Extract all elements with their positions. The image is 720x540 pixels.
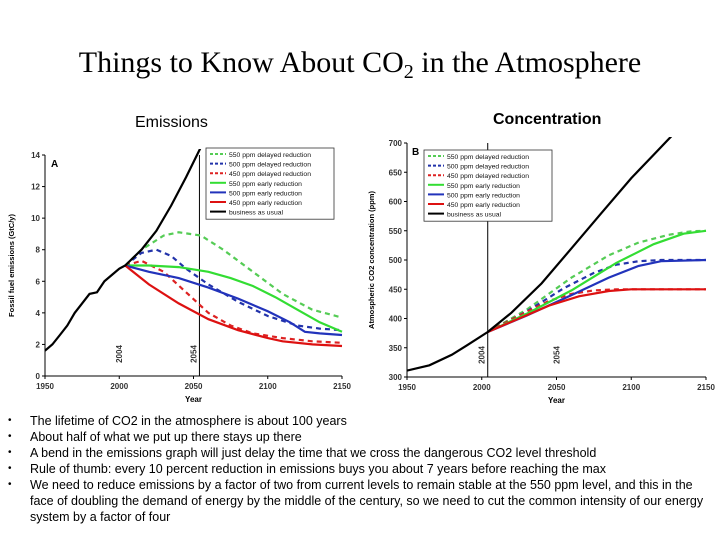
x-axis-label: Year: [548, 396, 565, 405]
y-axis-label: Fossil fuel emissions (GtC/y): [7, 214, 16, 317]
legend-entry: 450 ppm early reduction: [229, 200, 302, 207]
series-line-3: [487, 229, 707, 333]
series-group: [45, 149, 343, 352]
concentration-label: Concentration: [493, 111, 602, 128]
x-tick-label: 2000: [110, 382, 128, 391]
legend-entry: 450 ppm delayed reduction: [229, 171, 311, 178]
panel-letter: B: [412, 147, 419, 158]
year-annotation: 2004: [115, 345, 124, 363]
slide-title-subscript: 2: [403, 61, 414, 83]
y-tick-label: 4: [36, 309, 41, 318]
series-group: [407, 137, 707, 372]
bullet-text: About half of what we put up there stays…: [30, 430, 302, 444]
bullet-item: • A bend in the emissions graph will just…: [8, 445, 713, 461]
bullet-item: • About half of what we put up there stay…: [8, 429, 713, 445]
legend-entry: business as usual: [447, 212, 502, 219]
slide-title-tail: in the Atmosphere: [413, 46, 642, 79]
x-tick-label: 1950: [398, 383, 416, 392]
legend-entry: business as usual: [229, 210, 284, 217]
y-tick-label: 10: [31, 214, 40, 223]
y-tick-label: 400: [389, 315, 403, 324]
series-line-4: [124, 264, 343, 337]
bullet-glyph: •: [8, 463, 12, 474]
y-tick-label: 350: [389, 344, 403, 353]
bullet-item: • The lifetime of CO2 in the atmosphere i…: [8, 413, 713, 429]
y-tick-label: 2: [36, 340, 41, 349]
year-annotation: 2054: [552, 346, 561, 364]
x-tick-label: 2000: [473, 383, 491, 392]
x-tick-label: 1950: [36, 382, 54, 391]
legend-entry: 500 ppm early reduction: [229, 190, 302, 197]
bullet-text: Rule of thumb: every 10 percent reductio…: [30, 462, 607, 476]
panel-letter: A: [51, 159, 58, 170]
legend-entry: 550 ppm delayed reduction: [447, 154, 529, 161]
year-annotation: 2054: [189, 345, 198, 363]
series-line-2: [487, 288, 706, 333]
series-line-0: [487, 229, 707, 333]
bullet-text: The lifetime of CO2 in the atmosphere is…: [30, 414, 347, 428]
y-tick-label: 6: [36, 277, 41, 286]
x-axis-label: Year: [185, 395, 202, 404]
year-annotation: 2004: [478, 346, 487, 364]
series-line-3: [125, 264, 343, 333]
legend-entry: 450 ppm early reduction: [447, 202, 520, 209]
bullet-glyph: •: [8, 415, 12, 426]
series-line-6: [407, 137, 673, 372]
concentration-chart: 1950 2000 2050 2100 2150 300 350 400 450 500 550 60…: [367, 137, 715, 405]
slide-title-main: Things to Know About CO: [78, 46, 404, 79]
x-tick-label: 2100: [622, 383, 640, 392]
legend-box: [205, 147, 335, 220]
legend-entry: 500 ppm delayed reduction: [229, 162, 311, 169]
series-line-6: [45, 149, 202, 352]
bullet-list: • The lifetime of CO2 in the atmosphere i…: [8, 413, 713, 525]
legend-box: [423, 149, 553, 222]
series-line-1: [487, 258, 706, 333]
y-tick-label: 700: [389, 139, 403, 148]
series-line-5: [124, 264, 343, 348]
series-line-0: [124, 231, 343, 319]
series-line-4: [487, 258, 707, 334]
y-tick-label: 12: [31, 183, 40, 192]
emissions-chart: 1950 2000 2050 2100 2150 0 2 4 6 8 10 12 14 Year Fossi…: [7, 147, 351, 404]
legend-entry: 550 ppm delayed reduction: [229, 152, 311, 159]
y-tick-label: 0: [36, 372, 41, 381]
y-tick-label: 650: [389, 168, 403, 177]
y-tick-label: 600: [389, 198, 403, 207]
legend-entry: 450 ppm delayed reduction: [447, 173, 529, 180]
bullet-item: • Rule of thumb: every 10 percent reducti…: [8, 461, 713, 477]
bullet-text: A bend in the emissions graph will just …: [30, 446, 597, 460]
y-axis-label: Atmospheric CO2 concentration (ppm): [367, 191, 376, 329]
legend-entry: 500 ppm delayed reduction: [447, 164, 529, 171]
slide-title: Things to Know About CO2 in the Atmosphe…: [0, 46, 720, 84]
y-tick-label: 14: [31, 151, 40, 160]
x-tick-label: 2150: [697, 383, 715, 392]
emissions-label: Emissions: [135, 114, 208, 131]
y-tick-label: 500: [389, 256, 403, 265]
bullet-glyph: •: [8, 479, 12, 490]
x-tick-label: 2100: [259, 382, 277, 391]
y-tick-label: 300: [389, 373, 403, 382]
bullet-glyph: •: [8, 431, 12, 442]
series-line-1: [124, 248, 343, 332]
bullet-item: • We need to reduce emissions by a factor…: [8, 477, 713, 525]
legend-entry: 500 ppm early reduction: [447, 192, 520, 199]
y-tick-label: 8: [36, 246, 41, 255]
y-tick-label: 550: [389, 227, 403, 236]
series-line-5: [487, 288, 706, 334]
y-tick-label: 450: [389, 285, 403, 294]
x-tick-label: 2050: [185, 382, 203, 391]
legend-entry: 550 ppm early reduction: [229, 181, 302, 188]
bullet-text: We need to reduce emissions by a factor …: [30, 478, 704, 524]
bullet-glyph: •: [8, 447, 12, 458]
x-tick-label: 2150: [333, 382, 351, 391]
x-tick-label: 2050: [548, 383, 566, 392]
legend-entry: 550 ppm early reduction: [447, 183, 520, 190]
